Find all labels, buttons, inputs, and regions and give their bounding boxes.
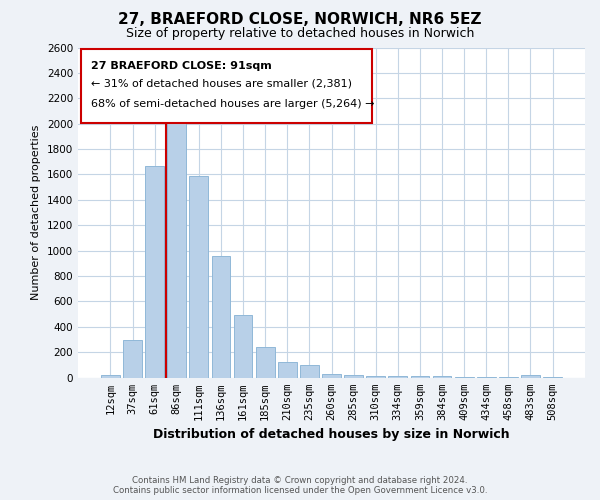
Text: 27 BRAEFORD CLOSE: 91sqm: 27 BRAEFORD CLOSE: 91sqm [91, 60, 271, 70]
Text: Contains HM Land Registry data © Crown copyright and database right 2024.
Contai: Contains HM Land Registry data © Crown c… [113, 476, 487, 495]
FancyBboxPatch shape [80, 49, 372, 124]
Bar [344, 375, 363, 378]
Text: Size of property relative to detached houses in Norwich: Size of property relative to detached ho… [126, 28, 474, 40]
Text: 68% of semi-detached houses are larger (5,264) →: 68% of semi-detached houses are larger (… [91, 98, 374, 108]
Bar [322, 374, 341, 378]
Bar [145, 166, 164, 378]
X-axis label: Distribution of detached houses by size in Norwich: Distribution of detached houses by size … [153, 428, 510, 441]
Text: ← 31% of detached houses are smaller (2,381): ← 31% of detached houses are smaller (2,… [91, 79, 352, 89]
Bar [167, 104, 186, 378]
Bar [477, 377, 496, 378]
Bar [233, 316, 253, 378]
Bar [410, 376, 430, 378]
Bar [521, 375, 540, 378]
Text: 27, BRAEFORD CLOSE, NORWICH, NR6 5EZ: 27, BRAEFORD CLOSE, NORWICH, NR6 5EZ [118, 12, 482, 28]
Bar [433, 376, 451, 378]
Bar [101, 375, 120, 378]
Bar [212, 256, 230, 378]
Bar [123, 340, 142, 378]
Bar [256, 347, 275, 378]
Bar [367, 376, 385, 378]
Bar [278, 362, 296, 378]
Y-axis label: Number of detached properties: Number of detached properties [31, 125, 41, 300]
Bar [455, 377, 473, 378]
Bar [190, 176, 208, 378]
Bar [300, 365, 319, 378]
Bar [388, 376, 407, 378]
